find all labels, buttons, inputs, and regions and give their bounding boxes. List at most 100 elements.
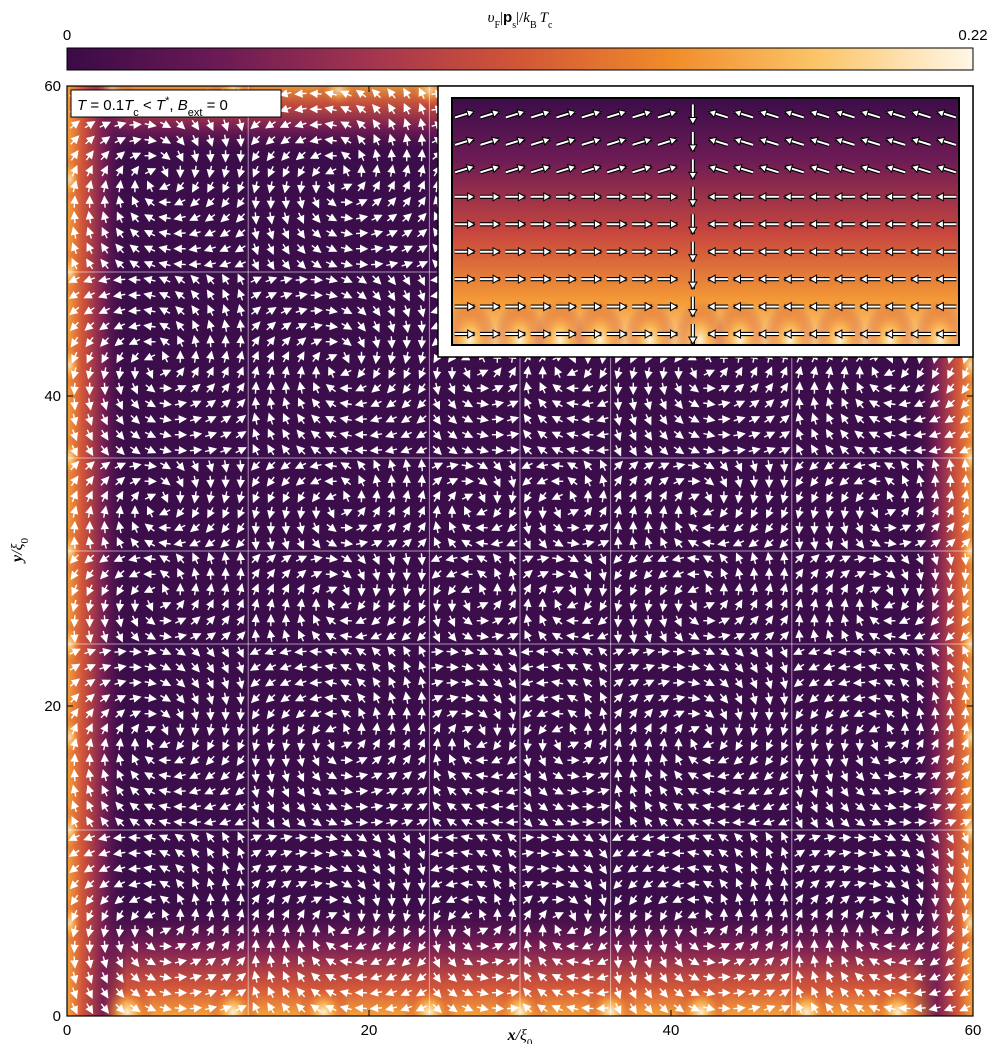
vector-arrow [144, 972, 157, 981]
vector-arrow [251, 613, 260, 627]
vector-arrow [144, 168, 157, 176]
vector-arrow [100, 337, 110, 347]
vector-arrow [417, 691, 427, 704]
vector-arrow [101, 785, 110, 797]
vector-arrow [522, 833, 535, 843]
vector-arrow [85, 536, 95, 549]
vector-arrow [188, 817, 201, 827]
vector-arrow [85, 925, 95, 938]
vector-arrow [115, 801, 125, 812]
vector-arrow [85, 165, 93, 177]
vector-arrow [100, 367, 110, 380]
vector-arrow [581, 972, 594, 982]
vector-arrow [371, 260, 384, 269]
vector-arrow [309, 678, 322, 687]
vector-arrow [99, 321, 110, 331]
vector-arrow [162, 351, 170, 363]
vector-arrow [130, 537, 140, 548]
vector-arrow [535, 647, 549, 657]
vector-arrow [145, 384, 156, 393]
vector-arrow [780, 551, 789, 565]
vector-arrow [825, 754, 834, 768]
vector-arrow [99, 663, 112, 672]
vector-arrow [144, 1003, 157, 1012]
vector-arrow [130, 352, 140, 363]
vector-arrow [130, 430, 141, 439]
vector-arrow [159, 957, 172, 966]
vector-arrow [417, 878, 426, 892]
vector-arrow [83, 306, 95, 315]
vector-arrow [173, 818, 186, 827]
vector-arrow [70, 940, 79, 954]
vector-arrow [129, 152, 142, 161]
vector-arrow [100, 987, 109, 999]
vector-arrow [236, 334, 245, 348]
vector-arrow [130, 445, 141, 455]
y-tick-label: 60 [44, 78, 61, 95]
vector-arrow [129, 478, 142, 486]
vector-arrow [159, 972, 172, 982]
vector-arrow [99, 648, 112, 657]
vector-arrow [431, 647, 444, 657]
vector-arrow [100, 505, 109, 518]
vector-arrow [173, 786, 186, 796]
hotspot [316, 86, 361, 110]
hotspot [871, 982, 924, 1016]
vector-arrow [113, 879, 126, 888]
vector-arrow [100, 490, 108, 502]
vector-arrow [158, 803, 171, 812]
vector-arrow [281, 613, 291, 627]
vector-arrow [71, 351, 79, 364]
vector-arrow [113, 864, 126, 873]
vector-arrow [85, 987, 93, 999]
colorbar-bar [66, 47, 974, 71]
vector-arrow [281, 522, 291, 535]
vector-arrow [70, 971, 79, 984]
vector-arrow [159, 895, 170, 904]
hotspot [956, 899, 973, 947]
vector-arrow [85, 768, 95, 782]
vector-arrow [644, 753, 653, 766]
vector-arrow [614, 768, 623, 782]
vector-arrow [86, 816, 95, 828]
vector-arrow [160, 723, 169, 736]
vector-arrow [236, 567, 245, 580]
hotspot [675, 982, 728, 1016]
vector-arrow [825, 381, 834, 394]
vector-arrow [85, 461, 95, 470]
vector-arrow [614, 382, 623, 396]
vector-arrow [671, 864, 685, 873]
vector-arrow [144, 756, 155, 765]
vector-arrow [898, 1004, 911, 1013]
vector-arrow [158, 771, 171, 781]
vector-arrow [145, 616, 156, 625]
vector-arrow [309, 120, 322, 129]
vector-arrow [128, 321, 141, 331]
vector-arrow [129, 678, 142, 688]
vector-arrow [84, 121, 96, 130]
vector-arrow [114, 462, 127, 471]
vector-arrow [114, 570, 125, 579]
vector-arrow [115, 1003, 125, 1014]
vector-arrow [70, 956, 79, 969]
vector-arrow [251, 212, 260, 225]
vector-arrow [718, 1003, 731, 1013]
vector-arrow [71, 242, 80, 255]
vector-arrow [354, 1004, 367, 1013]
vector-arrow [129, 647, 142, 656]
vector-arrow [597, 818, 610, 827]
vector-arrow [70, 569, 79, 580]
vector-arrow [913, 445, 926, 455]
vector-arrow [614, 615, 623, 628]
vector-arrow [930, 568, 940, 582]
vector-arrow [143, 261, 156, 269]
vector-arrow [189, 1004, 203, 1013]
vector-arrow [174, 445, 188, 455]
vector-arrow [114, 895, 125, 905]
vector-arrow [98, 833, 111, 842]
vector-arrow [236, 319, 245, 332]
vector-arrow [114, 663, 127, 672]
vector-arrow [115, 709, 126, 718]
hotspot [67, 713, 84, 761]
vector-arrow [173, 228, 186, 238]
